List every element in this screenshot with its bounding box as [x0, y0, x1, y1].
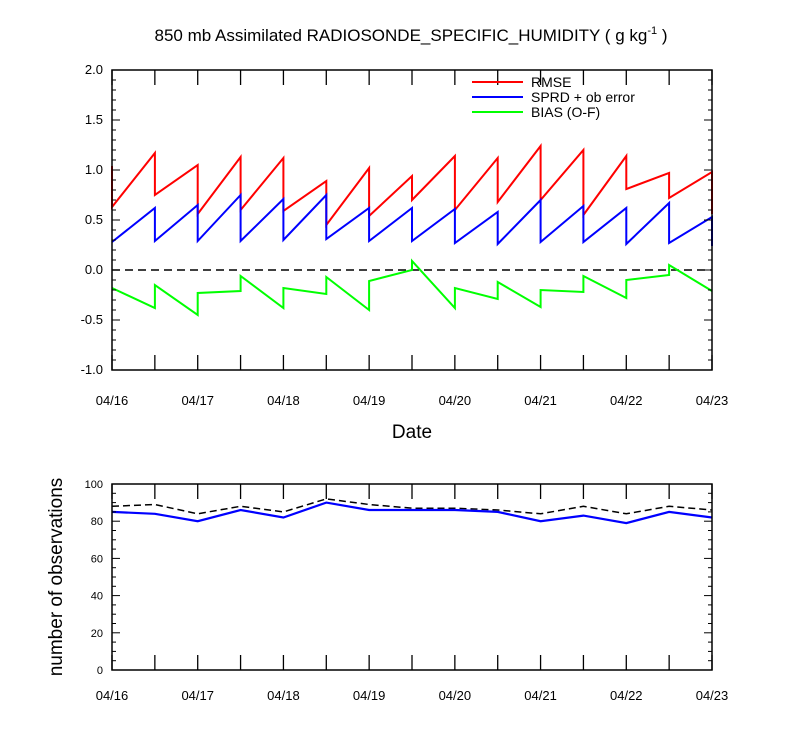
obs-line-total — [111, 498, 713, 515]
top-xtick-label: 04/20 — [439, 393, 472, 408]
y-axis-title-observations: number of observations — [46, 478, 67, 677]
bottom-ytick-label: 40 — [91, 591, 103, 603]
top-series-group — [111, 143, 713, 317]
legend-rmse-label: RMSE — [531, 74, 571, 90]
top-xtick-label: 04/16 — [96, 393, 129, 408]
chart-title-main: 850 mb Assimilated RADIOSONDE_SPECIFIC_H… — [155, 26, 648, 45]
legend-bias-label: BIAS (O-F) — [531, 104, 600, 120]
top-xtick-label: 04/19 — [353, 393, 386, 408]
legend: RMSE SPRD + ob error BIAS (O-F) — [472, 74, 635, 120]
top-ytick-label: -1.0 — [81, 362, 103, 377]
chart-title: 850 mb Assimilated RADIOSONDE_SPECIFIC_H… — [155, 25, 668, 45]
series-line-bias-o-f — [111, 258, 713, 317]
top-xtick-label: 04/21 — [524, 393, 557, 408]
top-ytick-label: 2.0 — [85, 62, 103, 77]
bottom-xtick-label: 04/23 — [696, 688, 729, 703]
top-xtick-label: 04/22 — [610, 393, 643, 408]
obs-line-assimilated — [111, 501, 713, 525]
bottom-xtick-label: 04/17 — [181, 688, 214, 703]
bottom-panel: 0 20 40 60 80 100 04/16 04/17 04/18 04/19 04/20 04/… — [46, 478, 728, 703]
bottom-ytick-label: 20 — [91, 628, 103, 640]
bottom-ytick-label: 100 — [85, 479, 103, 491]
top-panel: -1.0 -0.5 0.0 0.5 1.0 1.5 2.0 04/16 04/17 04/18 04… — [81, 62, 729, 443]
bottom-xtick-label: 04/20 — [439, 688, 472, 703]
bottom-series-group — [111, 498, 713, 525]
top-ytick-label: 1.0 — [85, 162, 103, 177]
top-axes: -1.0 -0.5 0.0 0.5 1.0 1.5 2.0 04/16 04/17 04/18 04… — [81, 62, 729, 408]
bottom-ytick-label: 0 — [97, 665, 103, 677]
bottom-ytick-label: 60 — [91, 553, 103, 565]
top-xtick-label: 04/18 — [267, 393, 300, 408]
top-ytick-label: 1.5 — [85, 112, 103, 127]
top-ytick-label: 0.5 — [85, 212, 103, 227]
top-ytick-label: 0.0 — [85, 262, 103, 277]
bottom-xtick-label: 04/18 — [267, 688, 300, 703]
bottom-ytick-label: 80 — [91, 516, 103, 528]
bottom-xtick-label: 04/22 — [610, 688, 643, 703]
top-ytick-label: -0.5 — [81, 312, 103, 327]
top-xtick-label: 04/17 — [181, 393, 214, 408]
chart-title-end: ) — [657, 26, 667, 45]
chart-title-superscript: -1 — [647, 25, 657, 37]
bottom-xtick-label: 04/19 — [353, 688, 386, 703]
series-line-sprd-ob-error — [111, 192, 713, 247]
bottom-xtick-label: 04/21 — [524, 688, 557, 703]
bottom-plot-frame — [111, 483, 713, 671]
bottom-axes: 0 20 40 60 80 100 04/16 04/17 04/18 04/19 04/20 04/… — [85, 479, 729, 703]
legend-sprd-label: SPRD + ob error — [531, 89, 635, 105]
bottom-xtick-label: 04/16 — [96, 688, 129, 703]
top-xtick-label: 04/23 — [696, 393, 729, 408]
x-axis-title: Date — [392, 422, 432, 443]
